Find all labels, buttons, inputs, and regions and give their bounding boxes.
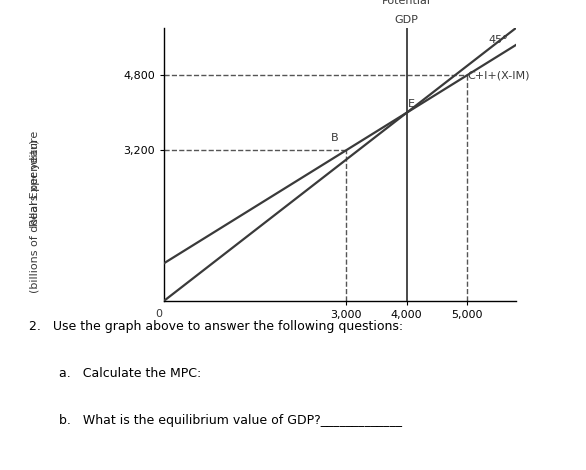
Text: B: B (331, 133, 339, 143)
Text: (billions of dollars per year): (billions of dollars per year) (30, 140, 40, 293)
Text: C+I+(X-IM): C+I+(X-IM) (467, 70, 530, 80)
Text: Real Expenditure: Real Expenditure (30, 131, 40, 226)
Text: 45°: 45° (488, 35, 508, 45)
Text: E: E (408, 99, 415, 109)
Text: 0: 0 (156, 309, 163, 319)
Text: a.   Calculate the MPC:: a. Calculate the MPC: (59, 367, 201, 380)
Text: Potential: Potential (382, 0, 431, 7)
Text: b.   What is the equilibrium value of GDP?_____________: b. What is the equilibrium value of GDP?… (59, 414, 401, 427)
Text: GDP: GDP (394, 16, 418, 25)
Text: 2.   Use the graph above to answer the following questions:: 2. Use the graph above to answer the fol… (29, 320, 403, 333)
